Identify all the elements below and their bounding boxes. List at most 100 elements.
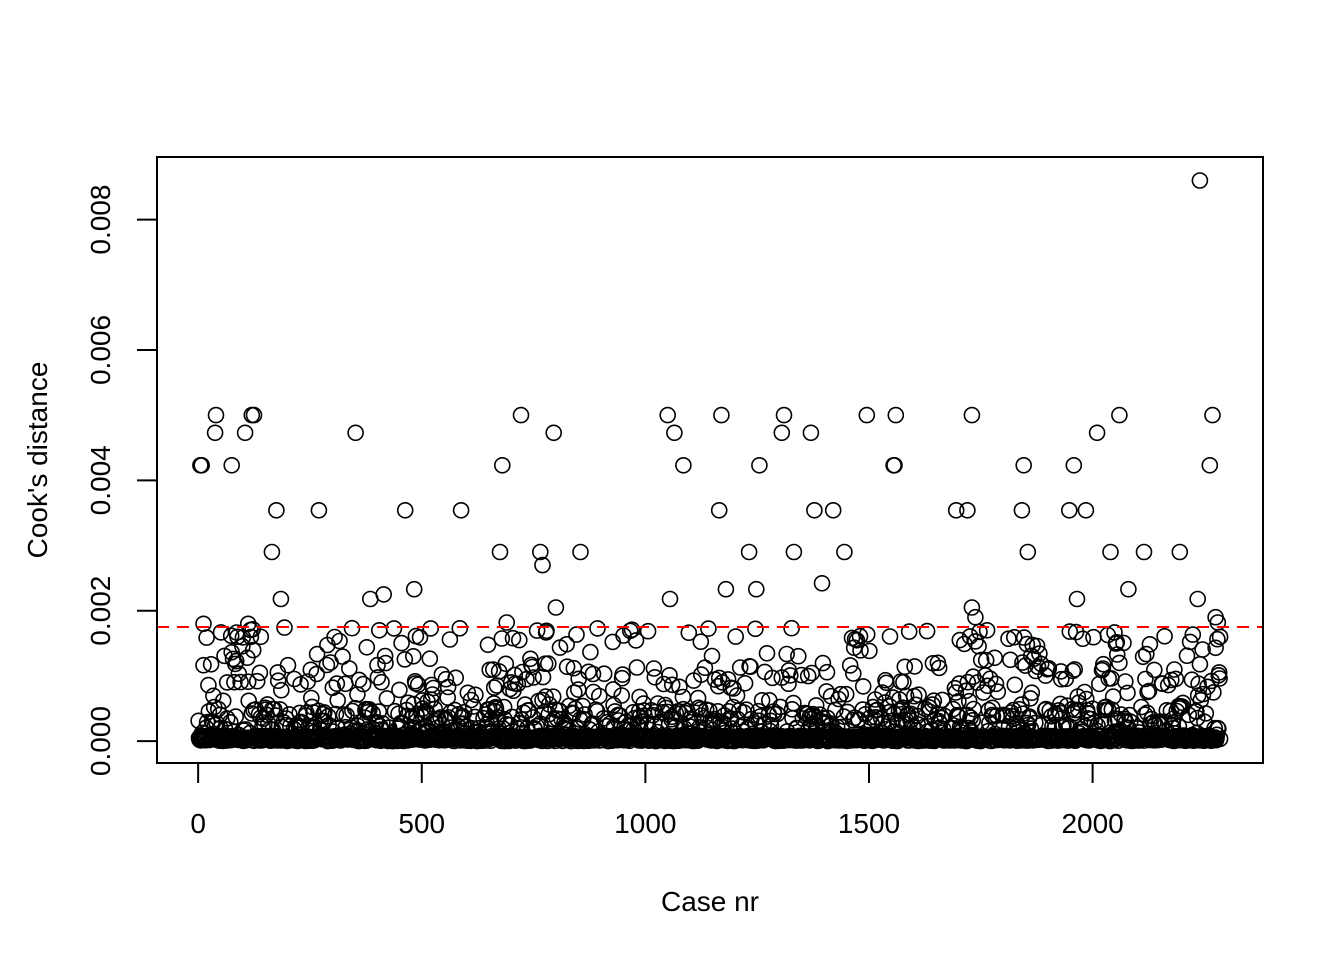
data-point — [963, 406, 981, 424]
data-point — [396, 651, 414, 668]
y-axis-label: Cook's distance — [22, 362, 53, 559]
data-point — [1053, 670, 1070, 688]
data-point — [613, 687, 631, 704]
data-point — [528, 622, 546, 639]
data-point — [422, 620, 440, 637]
data-point — [854, 678, 872, 695]
data-point — [967, 608, 984, 626]
data-point — [1209, 630, 1226, 648]
data-point — [331, 632, 348, 650]
data-point — [1205, 684, 1222, 701]
data-point — [497, 655, 515, 673]
data-point — [326, 628, 343, 646]
data-point — [347, 424, 364, 442]
data-point — [234, 637, 251, 655]
data-point — [910, 686, 927, 704]
data-point — [1013, 696, 1030, 713]
data-point — [405, 580, 423, 598]
x-tick-label: 1500 — [838, 808, 900, 839]
data-point — [1156, 627, 1173, 645]
data-point — [1194, 641, 1211, 658]
data-point — [396, 501, 414, 519]
data-point — [1135, 543, 1153, 561]
data-point — [864, 698, 882, 716]
data-point — [589, 620, 606, 637]
data-point — [1109, 710, 1126, 728]
data-point — [987, 675, 1005, 693]
data-point — [423, 676, 440, 694]
data-point — [671, 678, 688, 696]
data-point — [437, 670, 455, 688]
data-point — [900, 623, 918, 640]
data-point — [272, 681, 290, 699]
data-point — [509, 675, 527, 693]
data-point — [813, 574, 831, 592]
data-point — [1094, 660, 1112, 677]
data-point — [717, 580, 735, 598]
data-point — [244, 641, 262, 659]
data-point — [1138, 645, 1155, 663]
data-point — [1077, 501, 1095, 519]
data-point — [378, 690, 396, 707]
data-point — [1023, 684, 1041, 702]
data-point — [789, 647, 807, 665]
data-point — [957, 682, 975, 700]
data-point — [229, 628, 246, 646]
data-point — [572, 543, 589, 561]
data-point — [1050, 702, 1067, 719]
data-point — [1146, 661, 1163, 679]
data-point — [832, 685, 850, 703]
data-point — [200, 676, 217, 694]
data-point — [959, 706, 976, 724]
data-point — [298, 704, 315, 722]
data-point — [522, 650, 539, 668]
data-point — [409, 676, 427, 693]
data-point — [595, 665, 613, 683]
data-point — [523, 658, 541, 676]
data-point — [1120, 580, 1137, 598]
data-point — [1068, 590, 1086, 608]
data-point — [661, 590, 679, 608]
data-point — [279, 656, 297, 674]
data-point — [329, 691, 347, 709]
data-point — [195, 615, 212, 633]
data-point — [558, 635, 576, 653]
data-point — [606, 703, 624, 720]
data-point — [1133, 698, 1150, 716]
data-point — [1190, 675, 1207, 693]
data-point — [202, 655, 220, 673]
data-point — [713, 406, 730, 424]
data-point — [663, 676, 681, 694]
data-point — [574, 697, 592, 715]
data-point — [393, 634, 410, 652]
data-point — [846, 630, 864, 648]
data-point — [462, 691, 480, 709]
data-point — [512, 406, 530, 424]
data-point — [1189, 590, 1206, 608]
x-axis-label: Case nr — [661, 886, 759, 917]
data-point — [426, 700, 444, 718]
data-point — [751, 456, 768, 474]
data-point — [252, 628, 270, 646]
data-point — [391, 681, 408, 699]
data-point — [649, 695, 667, 712]
data-point — [1115, 634, 1132, 652]
data-point — [214, 692, 232, 710]
data-point — [881, 628, 899, 645]
data-point — [232, 673, 249, 691]
data-point — [930, 712, 948, 730]
data-point — [635, 702, 653, 719]
data-point — [929, 705, 946, 723]
data-point — [1088, 424, 1106, 442]
data-point — [667, 704, 685, 722]
data-point — [1211, 730, 1229, 748]
data-point — [248, 672, 266, 690]
data-point — [1013, 501, 1031, 519]
data-point — [1211, 628, 1229, 646]
data-point — [310, 501, 328, 519]
data-point — [1117, 673, 1134, 690]
data-point — [1066, 661, 1083, 678]
data-point — [933, 709, 950, 727]
data-point — [896, 658, 914, 676]
